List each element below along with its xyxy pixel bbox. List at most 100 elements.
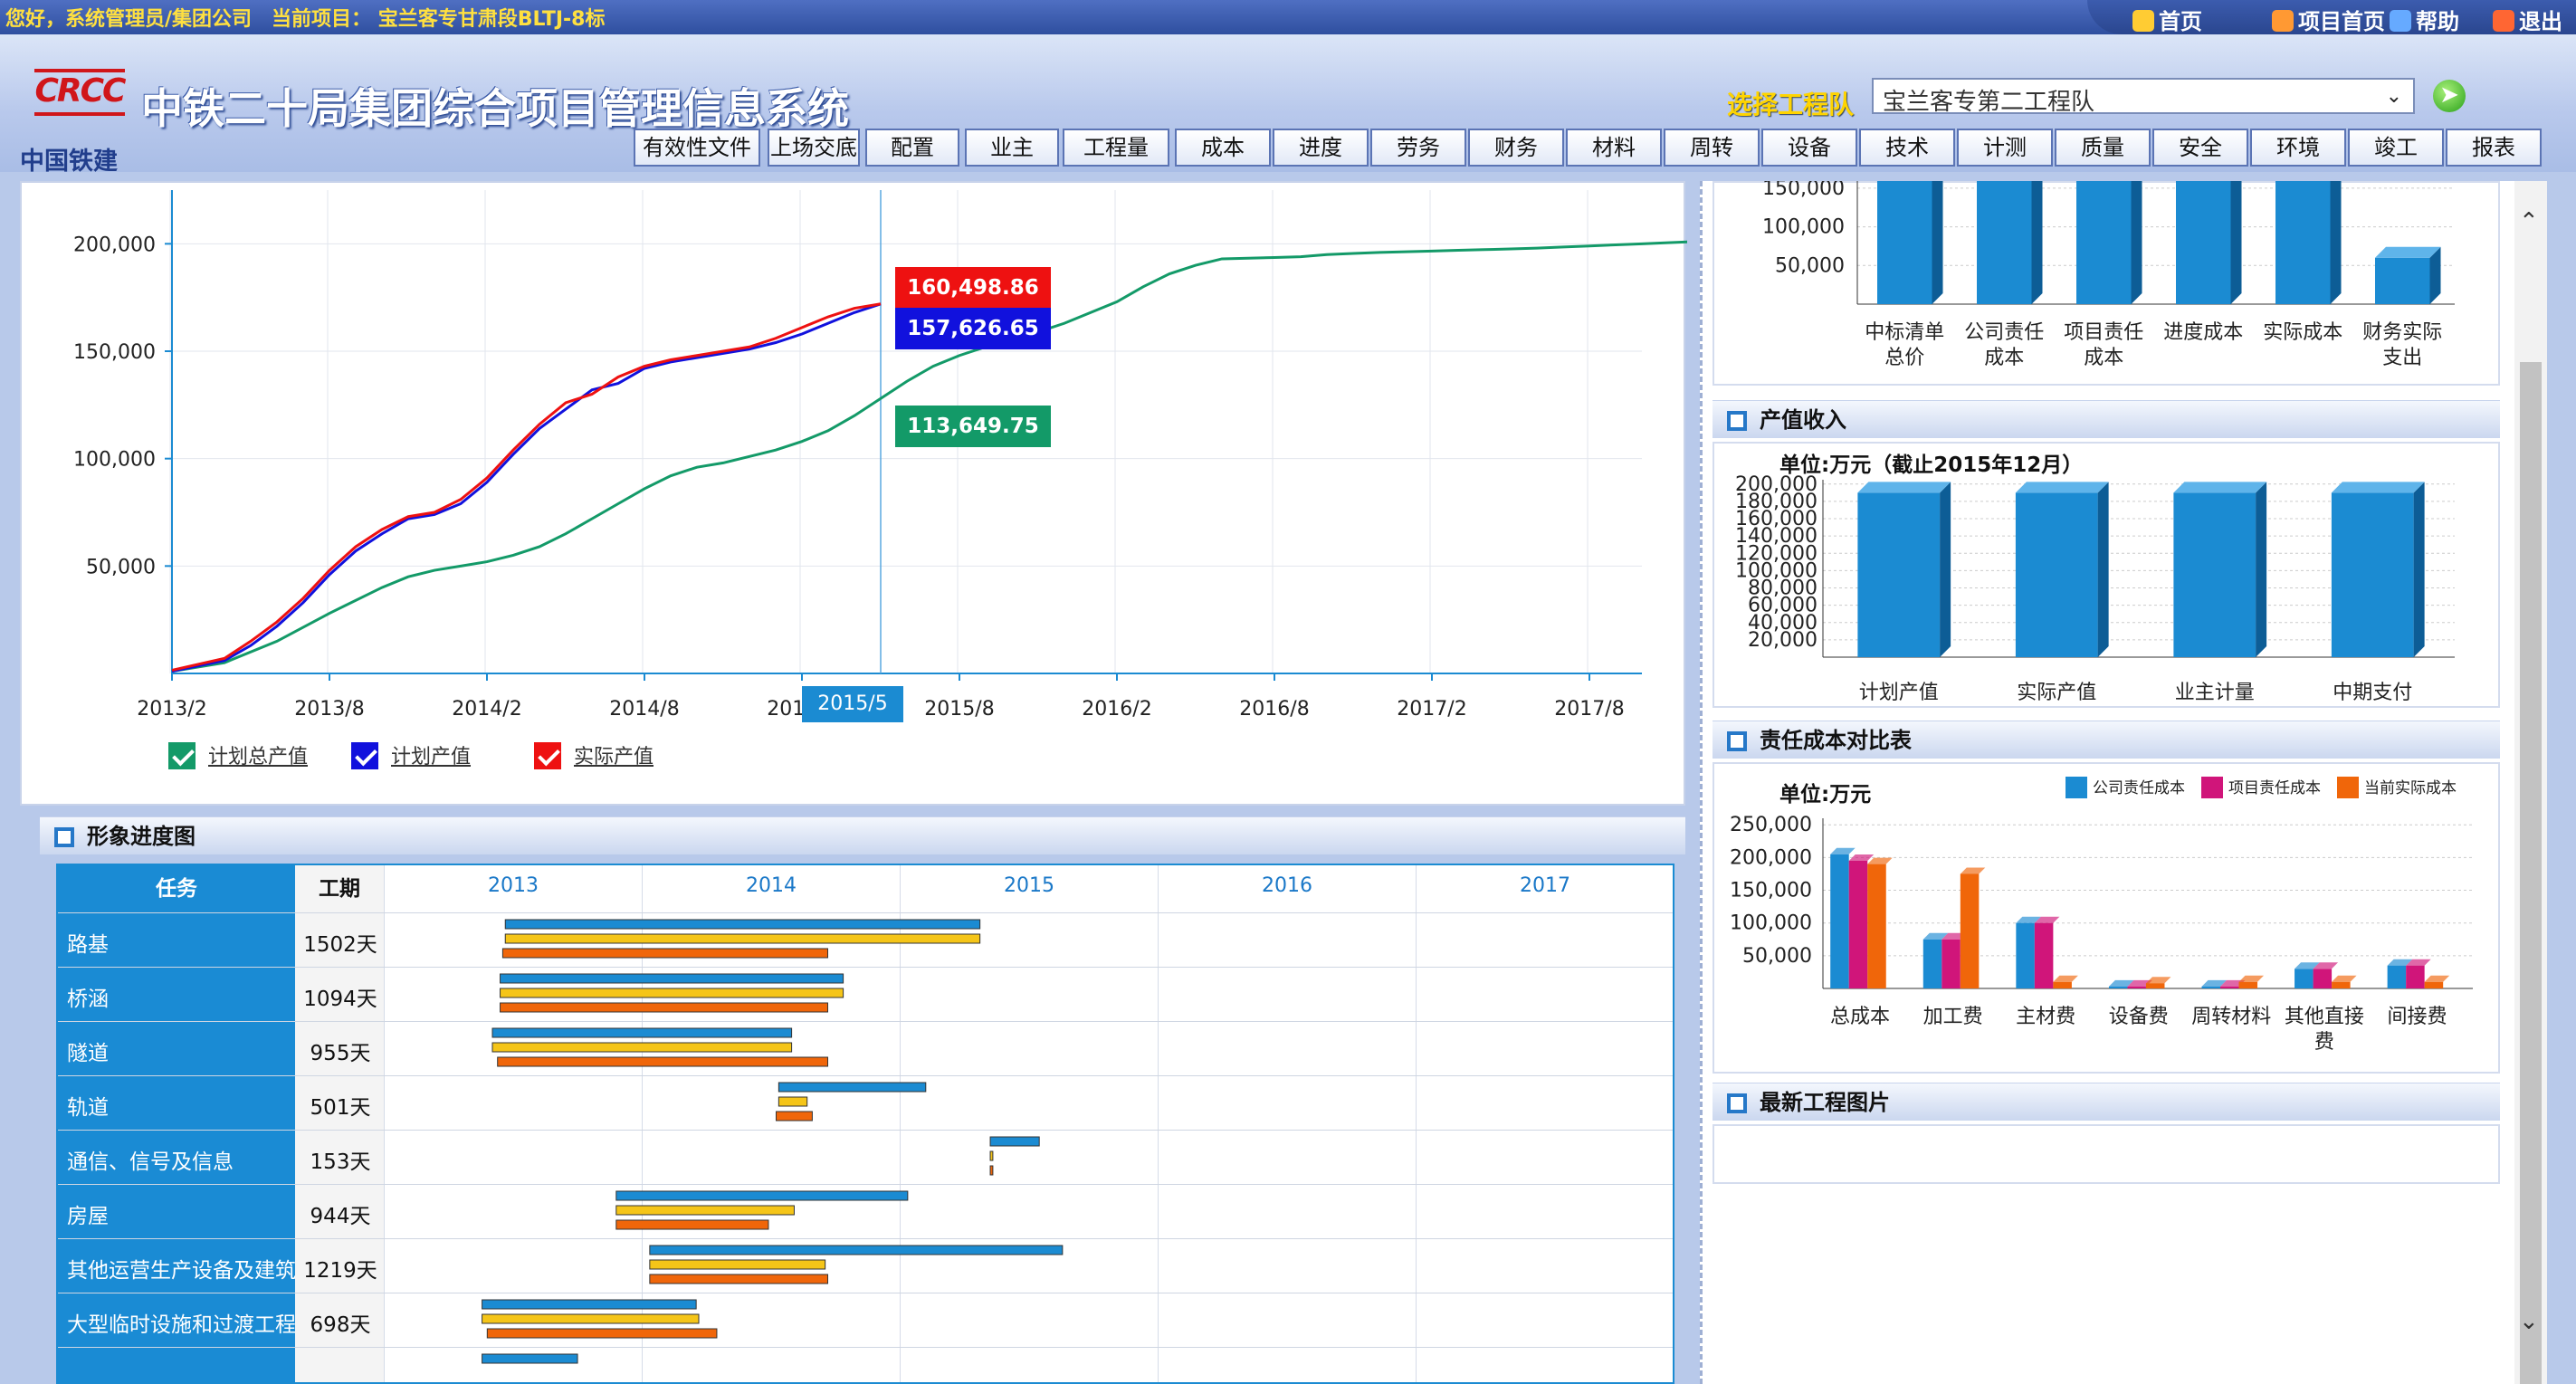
section-icon (1727, 1093, 1747, 1113)
top-link-3[interactable]: 退出 (2493, 4, 2562, 35)
income-bar-side (1940, 482, 1951, 657)
legend-item-1[interactable]: 计划产值 (351, 740, 471, 769)
menu-item-8[interactable]: 财务 (1468, 129, 1564, 167)
resp-bar-2 (2053, 981, 2072, 988)
right-scrollbar[interactable]: ⌃ ⌄ (2514, 181, 2547, 1384)
logo-mark: CRCC (34, 69, 126, 116)
scroll-up-icon[interactable]: ⌃ (2519, 208, 2539, 235)
resp-cost-chart: 50,000 100,000 150,000 200,000 250,000 总成本 加工费… (1730, 814, 2473, 1054)
resp-bar-1 (1848, 861, 1868, 988)
income-unit: 单位:万元（截止2015年12月） (1779, 453, 2084, 477)
y-tick-label: 120,000 (1735, 542, 1818, 565)
checkbox-icon[interactable] (534, 742, 561, 769)
menu-item-6[interactable]: 进度 (1273, 129, 1369, 167)
gantt-section-header: 形象进度图 (40, 816, 1685, 854)
income-section-header: 产值收入 (1713, 400, 2500, 438)
menu-item-12[interactable]: 技术 (1859, 129, 1955, 167)
gantt-bar (482, 1313, 700, 1324)
y-tick-label: 140,000 (1735, 525, 1818, 548)
gantt-bar (486, 1328, 718, 1339)
crcc-logo: CRCC 中国铁建 (16, 62, 134, 176)
legend-label: 公司责任成本 (2093, 779, 2185, 797)
resp-bar-0 (1830, 854, 1849, 988)
resp-bar-0 (1922, 939, 1942, 988)
gantt-task-name: 大型临时设施和过渡工程 (67, 1313, 295, 1337)
gantt-task-duration: 955天 (310, 1042, 371, 1065)
scroll-down-icon[interactable]: ⌄ (2519, 1308, 2539, 1335)
income-title: 产值收入 (1760, 407, 1846, 433)
y-tick-label: 100,000 (73, 449, 156, 472)
gantt-task-name: 隧道 (67, 1042, 109, 1065)
menu-item-9[interactable]: 材料 (1566, 129, 1662, 167)
x-tick-label: 2013/8 (294, 698, 364, 721)
gantt-row-divider (58, 1238, 1673, 1239)
resp-cost-title: 责任成本对比表 (1760, 728, 1912, 753)
gantt-header-divider (58, 912, 1673, 913)
scroll-thumb[interactable] (2520, 362, 2542, 1384)
chart-cursor-label: 2015/5 (802, 686, 903, 722)
legend-swatch (2066, 777, 2087, 798)
legend-item-2[interactable]: 实际产值 (534, 740, 654, 769)
resp-bar-1 (2034, 922, 2054, 988)
gantt-task-column (58, 865, 295, 1382)
category-label: 项目责任 (2064, 321, 2143, 344)
menu-item-13[interactable]: 计测 (1957, 129, 2053, 167)
menu-item-1[interactable]: 上场交底 (768, 129, 860, 167)
checkbox-icon[interactable] (351, 742, 378, 769)
menu-item-5[interactable]: 成本 (1175, 129, 1271, 167)
y-tick-label: 180,000 (1735, 491, 1818, 513)
gantt-bar (989, 1150, 994, 1161)
x-tick-label: 2017/8 (1554, 698, 1624, 721)
menu-item-10[interactable]: 周转 (1664, 129, 1760, 167)
category-label: 业主计量 (2175, 682, 2255, 704)
menu-item-17[interactable]: 竣工 (2348, 129, 2444, 167)
resp-bar-top (2295, 962, 2320, 969)
x-tick-label: 2017/2 (1397, 698, 1466, 721)
gantt-bar (989, 1165, 994, 1176)
gantt-bar (989, 1136, 1040, 1147)
cost-bar (2275, 181, 2331, 304)
cost-bar-top (2375, 246, 2441, 258)
category-label: 支出 (2382, 347, 2422, 369)
top-link-0[interactable]: 首页 (2132, 4, 2202, 35)
gantt-bar (504, 919, 981, 930)
menu-item-18[interactable]: 报表 (2446, 129, 2542, 167)
resp-bar-0 (2295, 969, 2314, 988)
x-tick-label: 2014/8 (609, 698, 679, 721)
gantt-task-duration: 1219天 (303, 1259, 377, 1283)
gantt-bar (615, 1219, 769, 1230)
gantt-bar (491, 1042, 793, 1053)
income-bar (1857, 492, 1941, 657)
y-tick-label: 50,000 (1742, 945, 1812, 968)
y-tick-label: 50,000 (1775, 254, 1845, 277)
resp-bar-top (2145, 977, 2171, 984)
menu-item-15[interactable]: 安全 (2152, 129, 2248, 167)
exit-icon (2493, 10, 2514, 32)
resp-bar-0 (2016, 922, 2035, 988)
gantt-task-name: 通信、信号及信息 (67, 1150, 234, 1174)
go-refresh-button[interactable]: ➤ (2433, 80, 2466, 112)
resp-bar-top (2387, 959, 2413, 966)
gantt-bar (482, 1353, 578, 1364)
menu-item-11[interactable]: 设备 (1761, 129, 1857, 167)
menu-item-3[interactable]: 业主 (965, 129, 1059, 167)
menu-item-0[interactable]: 有效性文件 (634, 129, 760, 167)
cost-bar-side (2330, 181, 2342, 304)
legend-item-0[interactable]: 计划总产值 (168, 740, 308, 769)
top-link-2[interactable]: 帮助 (2390, 4, 2459, 35)
x-tick-label: 2015/8 (924, 698, 994, 721)
menu-item-2[interactable]: 配置 (865, 129, 959, 167)
team-select[interactable]: 宝兰客专第二工程队 ⌄ (1872, 78, 2415, 116)
team-select-value: 宝兰客专第二工程队 (1883, 89, 2095, 116)
category-label: 中标清单 (1865, 321, 1944, 344)
y-tick-label: 50,000 (86, 556, 156, 578)
top-link-1[interactable]: 项目首页 (2272, 4, 2385, 35)
menu-item-14[interactable]: 质量 (2055, 129, 2151, 167)
menu-item-7[interactable]: 劳务 (1370, 129, 1466, 167)
menu-item-4[interactable]: 工程量 (1063, 129, 1169, 167)
checkbox-icon[interactable] (168, 742, 196, 769)
menu-item-16[interactable]: 环境 (2250, 129, 2346, 167)
resp-bar-top (1960, 867, 1986, 874)
greeting-text: 您好，系统管理员/集团公司 当前项目： 宝兰客专甘肃段BLTJ-8标 (5, 8, 606, 31)
